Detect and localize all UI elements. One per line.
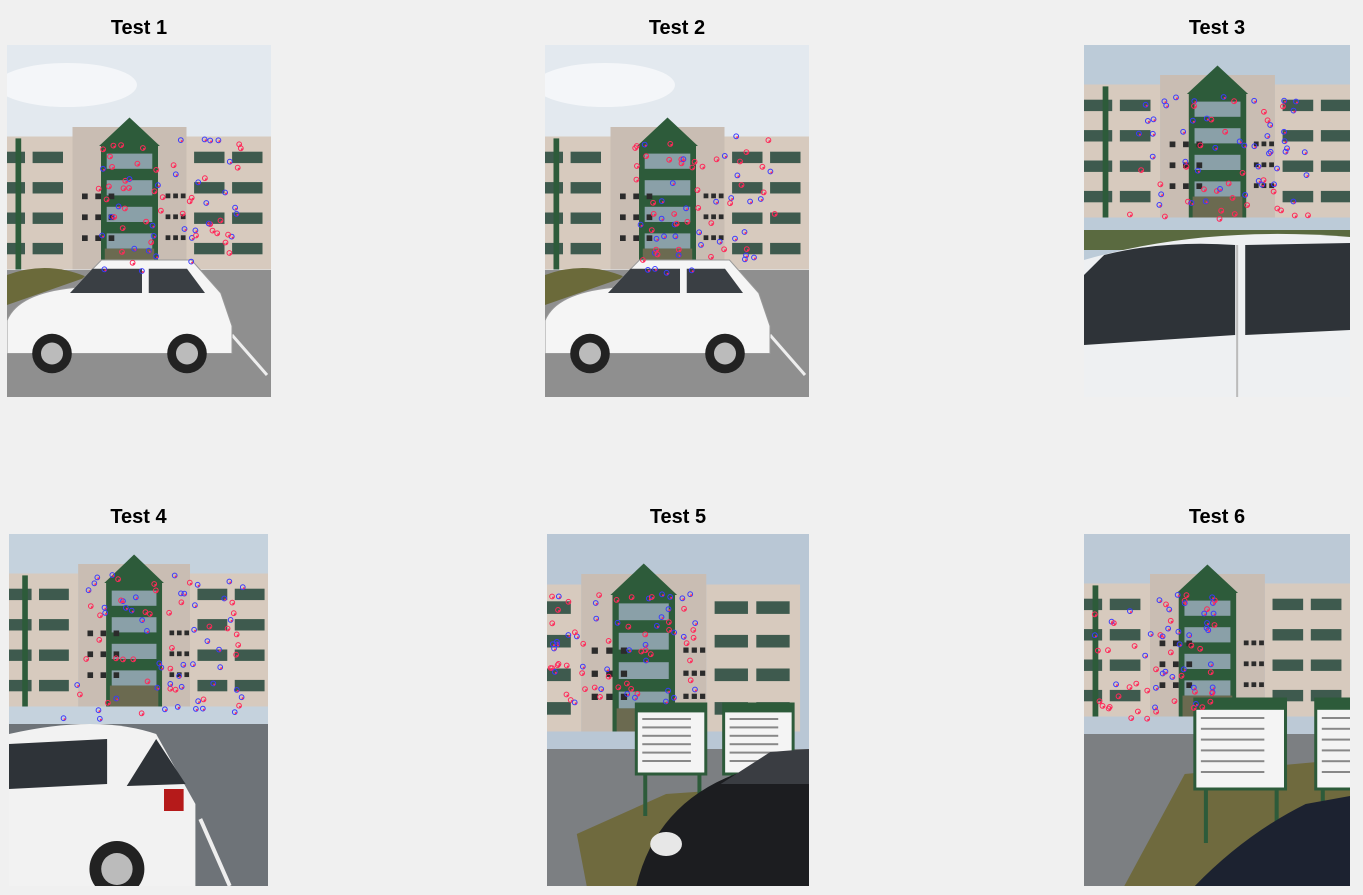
subplot-title: Test 4 xyxy=(110,506,167,528)
test-photo xyxy=(7,45,271,397)
subplot-2: Test 2 xyxy=(545,14,809,397)
test-image-1 xyxy=(7,45,271,397)
test-photo xyxy=(9,534,268,886)
subplot-title: Test 3 xyxy=(1188,17,1246,39)
subplot-title: Test 6 xyxy=(1188,506,1246,528)
test-image-3 xyxy=(1084,45,1350,397)
test-photo xyxy=(547,534,809,886)
subplot-5: Test 5 xyxy=(547,503,809,886)
test-photo xyxy=(1084,45,1350,397)
subplot-3: Test 3 xyxy=(1084,14,1350,397)
test-image-4 xyxy=(9,534,268,886)
test-photo xyxy=(1084,534,1350,886)
subplot-title: Test 1 xyxy=(110,17,168,39)
test-image-2 xyxy=(545,45,809,397)
test-image-6 xyxy=(1084,534,1350,886)
subplot-title: Test 5 xyxy=(649,506,707,528)
subplot-6: Test 6 xyxy=(1084,503,1350,886)
subplot-4: Test 4 xyxy=(9,503,268,886)
subplot-title: Test 2 xyxy=(648,17,706,39)
test-photo xyxy=(545,45,809,397)
subplot-1: Test 1 xyxy=(7,14,271,397)
test-image-5 xyxy=(547,534,809,886)
